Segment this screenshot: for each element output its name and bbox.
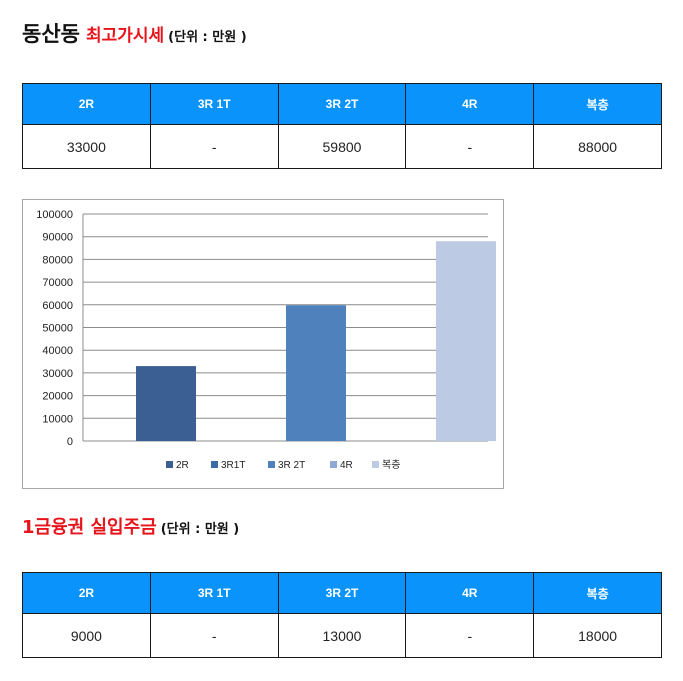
legend-swatch [211, 461, 218, 468]
header-cell-2r: 2R [22, 83, 151, 125]
max-price-title: 최고가시세 [85, 26, 165, 46]
legend-label: 3R 2T [278, 460, 305, 471]
unit-label: (단위 : 만원 ) [168, 30, 247, 45]
legend-swatch [166, 461, 173, 468]
bar-5 [436, 241, 496, 441]
bar-3 [286, 305, 346, 441]
table-row: 33000 - 59800 - 88000 [22, 124, 662, 169]
value-cell-2r: 9000 [22, 613, 151, 658]
value-cell-3r1t: - [149, 124, 279, 169]
header-cell-3r1t: 3R 1T [149, 572, 279, 614]
legend-label: 4R [340, 460, 353, 471]
value-cell-duplex: 18000 [533, 613, 662, 658]
legend-label: 2R [176, 460, 189, 471]
unit-label-2: (단위 : 만원 ) [160, 522, 240, 537]
value-cell-3r2t: 59800 [277, 124, 407, 169]
header-cell-duplex: 복층 [533, 83, 662, 125]
y-tick-label: 20000 [42, 391, 73, 403]
bar-1 [136, 366, 196, 441]
value-cell-2r: 33000 [22, 124, 151, 169]
y-tick-label: 60000 [42, 300, 73, 312]
header-cell-4r: 4R [405, 83, 535, 125]
value-cell-duplex: 88000 [533, 124, 662, 169]
header-cell-3r2t: 3R 2T [277, 572, 407, 614]
y-tick-label: 100000 [36, 209, 73, 221]
value-cell-3r2t: 13000 [277, 613, 407, 658]
legend-swatch [330, 461, 337, 468]
district-title: 동산동 [22, 22, 80, 46]
y-tick-label: 80000 [42, 254, 73, 266]
header-cell-3r2t: 3R 2T [277, 83, 407, 125]
y-tick-label: 10000 [42, 413, 73, 425]
table-header-row: 2R 3R 1T 3R 2T 4R 복층 [22, 83, 662, 125]
legend-label: 3R1T [221, 460, 245, 471]
header-cell-2r: 2R [22, 572, 151, 614]
y-tick-label: 90000 [42, 232, 73, 244]
y-tick-label: 40000 [42, 345, 73, 357]
move-in-cost-table: 2R 3R 1T 3R 2T 4R 복층 9000 - 13000 - 1800… [22, 572, 662, 658]
move-in-cost-title: 1금융권 실입주금 [22, 517, 157, 538]
value-cell-4r: - [405, 613, 535, 658]
legend-swatch [268, 461, 275, 468]
header-cell-4r: 4R [405, 572, 535, 614]
y-tick-label: 70000 [42, 277, 73, 289]
chart-canvas: 0 10000 20000 30000 40000 50000 60000 70000 8000… [36, 209, 496, 471]
max-price-table: 2R 3R 1T 3R 2T 4R 복층 33000 - 59800 - 880… [22, 83, 662, 169]
price-bar-chart: 0 10000 20000 30000 40000 50000 60000 70000 8000… [22, 199, 504, 489]
y-tick-label: 50000 [42, 323, 73, 335]
legend-swatch [372, 461, 379, 468]
section2-heading: 1금융권 실입주금 (단위 : 만원 ) [22, 513, 239, 539]
y-tick-label: 0 [67, 436, 73, 448]
legend-label: 복층 [382, 459, 400, 471]
section1-heading: 동산동 최고가시세 (단위 : 만원 ) [22, 18, 247, 48]
header-cell-duplex: 복층 [533, 572, 662, 614]
table-row: 9000 - 13000 - 18000 [22, 613, 662, 658]
header-cell-3r1t: 3R 1T [149, 83, 279, 125]
value-cell-4r: - [405, 124, 535, 169]
value-cell-3r1t: - [149, 613, 279, 658]
y-tick-label: 30000 [42, 368, 73, 380]
table-header-row: 2R 3R 1T 3R 2T 4R 복층 [22, 572, 662, 614]
